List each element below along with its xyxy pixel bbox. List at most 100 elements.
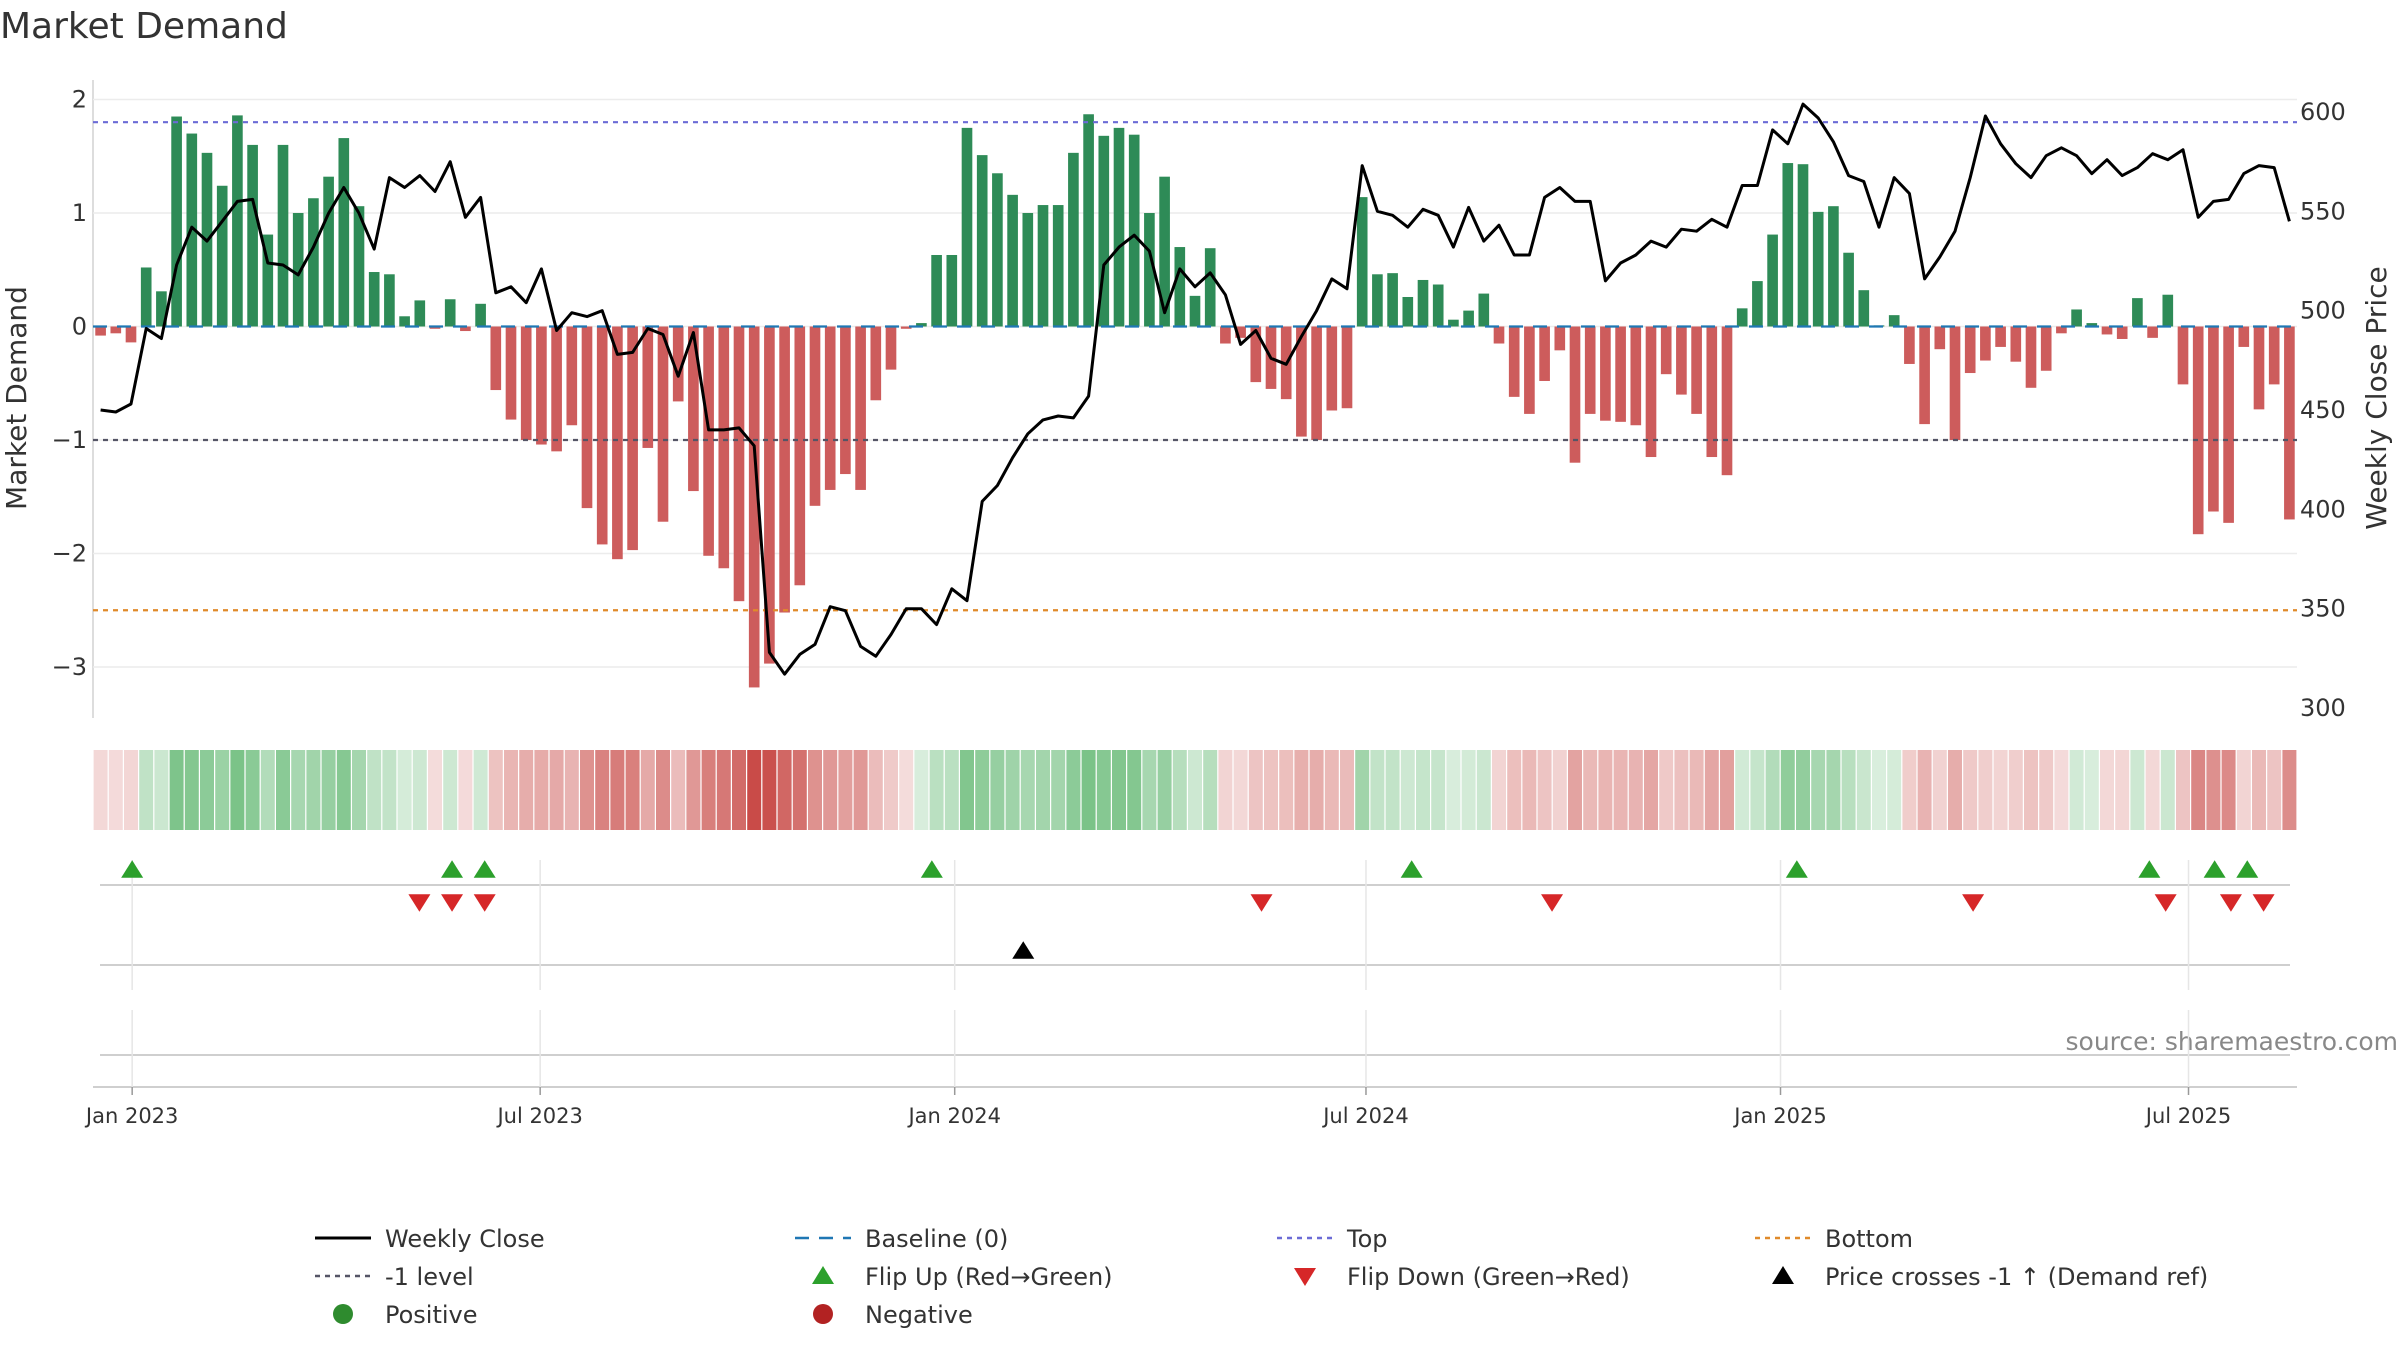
- demand-bar-positive: [2162, 294, 2174, 327]
- y-tick-left: 1: [72, 199, 87, 227]
- demand-bar-positive: [444, 299, 456, 327]
- demand-bar-negative: [2284, 326, 2295, 520]
- demand-bar-positive: [171, 116, 182, 327]
- heat-cell: [1112, 750, 1126, 830]
- demand-bar-positive: [247, 144, 258, 327]
- demand-bar-negative: [2192, 326, 2204, 535]
- demand-bar-negative: [566, 326, 578, 426]
- heat-cell: [260, 750, 275, 830]
- flip-down-marker: [2252, 894, 2275, 912]
- demand-bar-negative: [642, 326, 654, 448]
- heat-cell: [1127, 750, 1142, 830]
- demand-bar-positive: [353, 206, 365, 327]
- heat-cell: [1005, 750, 1020, 830]
- heat-cell: [808, 750, 822, 830]
- heat-cell: [1370, 750, 1385, 830]
- legend-label: Negative: [865, 1301, 973, 1329]
- heat-cell: [2252, 750, 2266, 830]
- heat-cell: [1826, 750, 1841, 830]
- heat-cell: [686, 750, 701, 830]
- heat-cell: [2206, 750, 2221, 830]
- demand-bar-negative: [429, 326, 441, 329]
- flip-up-marker: [121, 860, 144, 878]
- heat-cell: [1157, 750, 1172, 830]
- heat-cell: [1172, 750, 1187, 830]
- heat-cell: [610, 750, 625, 830]
- demand-bar-negative: [1706, 326, 1718, 458]
- heat-cell: [1400, 750, 1415, 830]
- flip-down-marker: [2154, 894, 2177, 912]
- demand-bar-negative: [490, 326, 502, 391]
- heat-cell: [397, 750, 412, 830]
- heat-cell: [960, 750, 974, 830]
- heat-cell: [1340, 750, 1354, 830]
- demand-bar-positive: [262, 234, 274, 327]
- heat-cell: [1446, 750, 1461, 830]
- legend-label: Price crosses -1 ↑ (Demand ref): [1825, 1263, 2208, 1291]
- demand-bar-positive: [1843, 252, 1854, 327]
- legend-label: Weekly Close: [385, 1225, 545, 1253]
- heat-cell: [564, 750, 579, 830]
- demand-bar-negative: [764, 326, 775, 664]
- heat-cell: [1309, 750, 1324, 830]
- heat-cell: [200, 750, 214, 830]
- heat-cell: [1568, 750, 1582, 830]
- demand-bar-negative: [2208, 326, 2219, 512]
- heat-cell: [519, 750, 534, 830]
- heat-cell: [1476, 750, 1491, 830]
- demand-bar-positive: [976, 155, 988, 327]
- demand-bar-negative: [2101, 326, 2113, 335]
- heat-cell: [1020, 750, 1035, 830]
- demand-bar-positive: [1812, 211, 1824, 327]
- heat-cell: [1324, 750, 1339, 830]
- heat-cell: [1674, 750, 1689, 830]
- y-tick-left: −1: [52, 426, 87, 454]
- demand-bar-negative: [2177, 326, 2189, 385]
- demand-bar-positive: [1736, 308, 1748, 327]
- heat-cell: [458, 750, 473, 830]
- heat-cell: [1203, 750, 1218, 830]
- demand-bar-negative: [2238, 326, 2250, 347]
- heat-cell: [1051, 750, 1066, 830]
- heat-cell: [1492, 750, 1506, 830]
- demand-bar-positive: [1463, 310, 1474, 327]
- y-axis-label-right: Weekly Close Price: [2360, 266, 2393, 529]
- demand-bar-negative: [870, 326, 882, 401]
- heat-cell: [1963, 750, 1978, 830]
- heat-cell: [1188, 750, 1202, 830]
- demand-bar-positive: [1797, 164, 1809, 327]
- demand-bar-negative: [1919, 326, 1930, 425]
- heat-cell: [747, 750, 762, 830]
- heat-cell: [306, 750, 321, 830]
- demand-bar-positive: [1159, 176, 1170, 327]
- heat-cell: [2191, 750, 2206, 830]
- heat-cell: [640, 750, 655, 830]
- demand-bar-negative: [794, 326, 806, 586]
- heat-cell: [792, 750, 807, 830]
- heat-cell: [1932, 750, 1947, 830]
- demand-bar-negative: [2025, 326, 2037, 388]
- legend-swatch-circle: [333, 1304, 353, 1324]
- demand-bar-negative: [1524, 326, 1535, 414]
- demand-bar-positive: [1022, 213, 1034, 327]
- demand-bar-negative: [1341, 326, 1353, 409]
- heat-cell: [1644, 750, 1658, 830]
- heat-cell: [777, 750, 792, 830]
- demand-bar-negative: [885, 326, 897, 370]
- heat-cell: [1537, 750, 1552, 830]
- legend-label: Positive: [385, 1301, 478, 1329]
- demand-bar-negative: [2147, 326, 2158, 338]
- x-tick-label: Jul 2025: [2144, 1104, 2231, 1128]
- demand-bar-negative: [779, 326, 790, 613]
- demand-bar-positive: [946, 254, 958, 327]
- heat-cell: [504, 750, 518, 830]
- flip-down-marker: [441, 894, 464, 912]
- heat-cell: [230, 750, 245, 830]
- heat-cell: [1036, 750, 1050, 830]
- demand-bar-negative: [505, 326, 517, 420]
- heat-cell: [1613, 750, 1628, 830]
- heat-cell: [853, 750, 868, 830]
- heat-cell: [291, 750, 306, 830]
- flip-down-marker: [1541, 894, 1564, 912]
